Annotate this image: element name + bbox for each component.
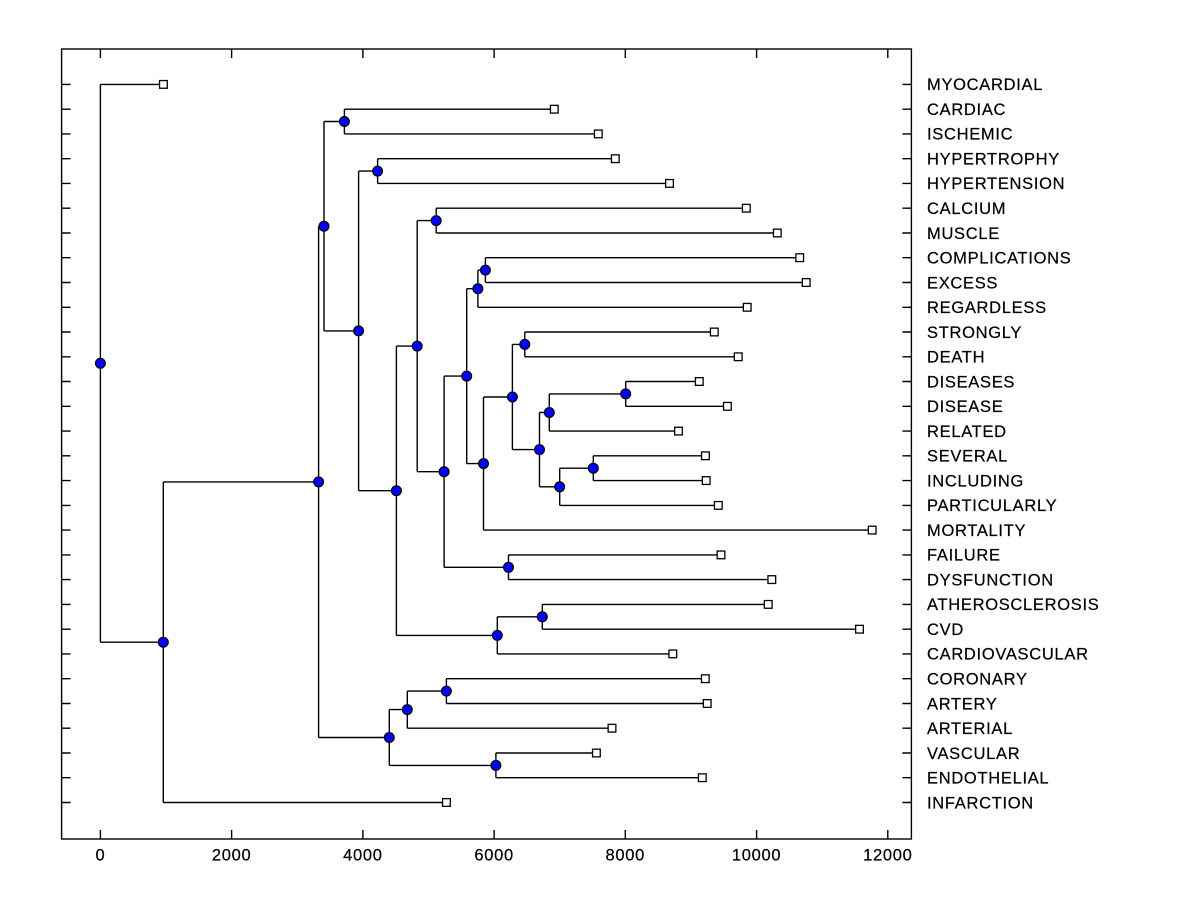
svg-text:EXCESS: EXCESS: [927, 274, 998, 292]
svg-text:10000: 10000: [732, 847, 781, 865]
svg-text:8000: 8000: [606, 847, 646, 865]
svg-text:MORTALITY: MORTALITY: [927, 522, 1026, 540]
svg-text:DEATH: DEATH: [927, 349, 985, 367]
svg-text:ENDOTHELIAL: ENDOTHELIAL: [927, 770, 1049, 788]
svg-text:INCLUDING: INCLUDING: [927, 472, 1024, 490]
svg-text:DISEASES: DISEASES: [927, 373, 1015, 391]
svg-text:DISEASE: DISEASE: [927, 398, 1003, 416]
svg-text:CORONARY: CORONARY: [927, 671, 1028, 689]
svg-text:COMPLICATIONS: COMPLICATIONS: [927, 250, 1071, 268]
svg-text:CALCIUM: CALCIUM: [927, 200, 1006, 218]
svg-text:6000: 6000: [474, 847, 514, 865]
svg-text:12000: 12000: [863, 847, 912, 865]
svg-text:SEVERAL: SEVERAL: [927, 448, 1008, 466]
svg-text:STRONGLY: STRONGLY: [927, 324, 1022, 342]
svg-text:HYPERTENSION: HYPERTENSION: [927, 175, 1065, 193]
svg-text:HYPERTROPHY: HYPERTROPHY: [927, 151, 1060, 169]
svg-text:MUSCLE: MUSCLE: [927, 225, 1000, 243]
svg-text:FAILURE: FAILURE: [927, 547, 1001, 565]
svg-text:ATHEROSCLEROSIS: ATHEROSCLEROSIS: [927, 596, 1099, 614]
svg-text:2000: 2000: [212, 847, 252, 865]
svg-text:VASCULAR: VASCULAR: [927, 745, 1020, 763]
svg-text:PARTICULARLY: PARTICULARLY: [927, 497, 1057, 515]
svg-text:INFARCTION: INFARCTION: [927, 794, 1034, 812]
svg-text:0: 0: [95, 847, 105, 865]
svg-text:MYOCARDIAL: MYOCARDIAL: [927, 76, 1043, 94]
svg-text:DYSFUNCTION: DYSFUNCTION: [927, 571, 1054, 589]
svg-text:ARTERIAL: ARTERIAL: [927, 720, 1013, 738]
svg-text:4000: 4000: [343, 847, 383, 865]
svg-text:ISCHEMIC: ISCHEMIC: [927, 126, 1013, 144]
svg-text:RELATED: RELATED: [927, 423, 1007, 441]
svg-text:ARTERY: ARTERY: [927, 695, 998, 713]
svg-text:CVD: CVD: [927, 621, 964, 639]
svg-text:REGARDLESS: REGARDLESS: [927, 299, 1047, 317]
svg-text:CARDIAC: CARDIAC: [927, 101, 1006, 119]
svg-text:CARDIOVASCULAR: CARDIOVASCULAR: [927, 646, 1089, 664]
